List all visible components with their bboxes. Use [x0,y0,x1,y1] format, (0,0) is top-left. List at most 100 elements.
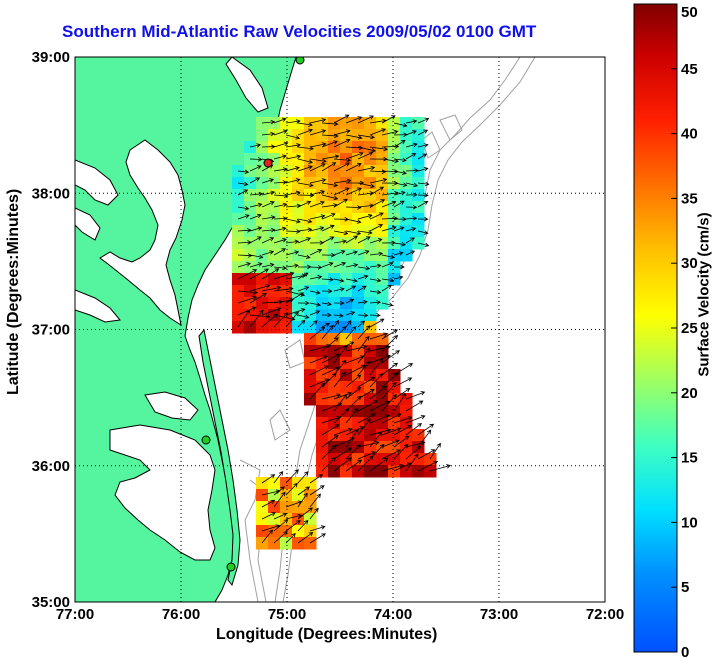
velocity-vector [249,177,261,184]
velocity-vector [357,325,371,340]
velocity-cell [376,393,389,406]
velocity-vector [261,237,275,244]
map-title: Southern Mid-Atlantic Raw Velocities 200… [62,22,537,41]
velocity-vector [393,462,412,472]
velocity-vector [381,302,394,307]
velocity-vector [357,440,380,448]
velocity-vector [273,491,286,508]
velocity-cell [364,441,377,454]
velocity-vector [297,122,313,127]
velocity-vector [273,180,288,185]
velocity-vector [261,307,282,316]
velocity-vector [417,167,429,172]
velocity-vector [345,278,358,283]
velocity-vector [297,146,314,151]
velocity-vector [345,459,363,472]
velocity-vector [357,335,370,352]
velocity-vector [333,239,347,244]
velocity-vector [381,439,400,448]
velocity-vector [333,230,349,236]
velocity-vector [249,314,271,319]
x-tick-label: 75:00 [268,606,306,623]
velocity-cell [352,357,365,370]
velocity-vector [333,129,351,136]
velocity-vector [345,374,362,388]
velocity-vector [357,213,373,220]
velocity-vector [333,393,348,412]
velocity-vector [309,275,323,280]
velocity-vector [297,182,314,188]
colorbar-tick-label: 25 [681,320,698,337]
velocity-cell [388,453,401,466]
velocity-vector [381,394,397,412]
velocity-vector [249,143,262,148]
velocity-vector [417,460,439,472]
velocity-vector [429,464,451,472]
velocity-vector [369,358,384,376]
velocity-vector [261,131,275,137]
velocity-vector [357,165,376,172]
velocity-vector [417,216,429,222]
velocity-vector [417,230,429,235]
velocity-vector [333,300,345,306]
velocity-vector [369,212,384,220]
velocity-cell [244,321,257,334]
velocity-cell [316,333,329,346]
velocity-vector [249,293,267,304]
velocity-vector [273,312,289,328]
velocity-vector [381,158,399,164]
velocity-vector [273,248,287,256]
velocity-vector [345,235,358,244]
velocity-vector [333,341,355,352]
velocity-vector [417,200,429,208]
y-tick-label: 38:00 [32,185,70,202]
velocity-vector [273,117,287,124]
velocity-vector [369,224,384,232]
velocity-vector [273,530,288,544]
velocity-vector [321,154,340,160]
velocity-vector [285,482,298,496]
velocity-vector [297,471,309,484]
velocity-vector [333,138,351,148]
velocity-vector [321,277,335,282]
velocity-vector [369,313,381,318]
velocity-vector [261,178,275,184]
velocity-vector [345,311,356,316]
velocity-cell [400,465,413,478]
velocity-vector [405,250,416,256]
velocity-vector [381,449,401,460]
velocity-vector [393,388,411,400]
velocity-vector [381,129,399,136]
velocity-vector [309,320,318,328]
velocity-vector [237,214,250,220]
velocity-vector [417,181,430,187]
velocity-vector [357,418,371,436]
velocity-vector [345,364,366,376]
velocity-cell [352,333,365,346]
velocity-vector [249,157,263,162]
velocity-vector [309,310,321,316]
velocity-vector [417,429,432,448]
velocity-vector [369,278,382,283]
y-axis-label: Latitude (Degrees:Minutes) [5,188,22,395]
velocity-vector [249,213,262,220]
velocity-vector [405,423,422,436]
velocity-vector [345,116,363,124]
velocity-vector [393,157,407,163]
velocity-vector [321,140,338,148]
y-tick-label: 36:00 [32,458,70,475]
velocity-cell [280,489,293,502]
velocity-vector [237,228,252,233]
velocity-cell [388,405,401,418]
velocity-vector [357,313,369,318]
velocity-vector [273,271,295,280]
velocity-vector [345,444,361,460]
velocity-cell [304,513,317,526]
velocity-vector [393,435,410,448]
velocity-vector [333,345,348,364]
velocity-vector [285,469,299,484]
velocity-cell [304,393,317,406]
velocity-vector [369,289,382,295]
velocity-vector [405,130,417,136]
velocity-vector [321,224,335,232]
